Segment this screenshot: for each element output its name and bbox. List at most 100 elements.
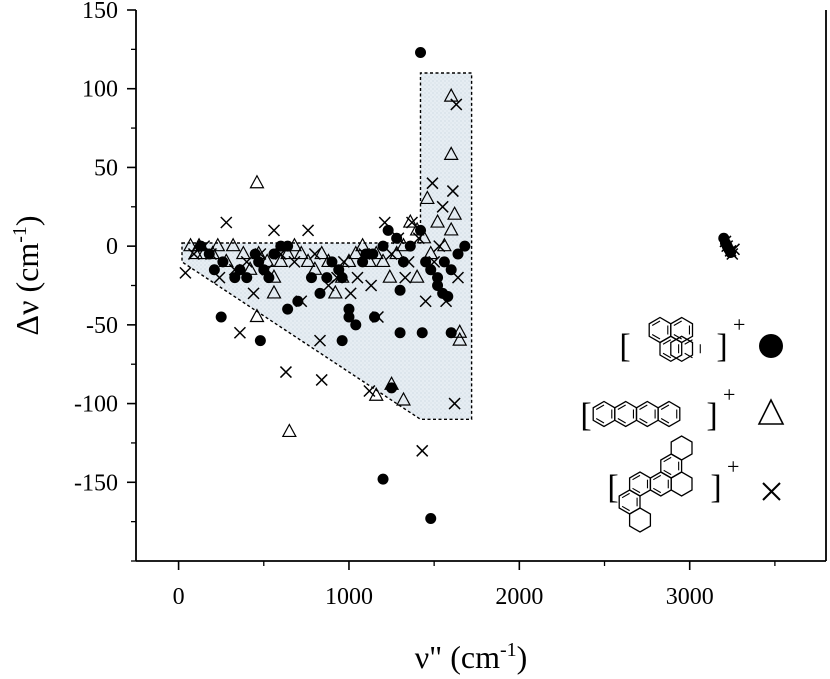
double-bond: [653, 487, 662, 494]
data-point-circle: [452, 248, 464, 260]
double-bond: [617, 404, 626, 410]
legend-marker-triangle: [757, 398, 785, 425]
data-point-cross: [451, 271, 465, 284]
cross-stroke: [213, 271, 226, 284]
data-point-cross: [428, 255, 441, 268]
data-point-circle: [369, 311, 381, 323]
data-point-circle: [415, 47, 427, 59]
double-bond: [651, 334, 661, 340]
data-point-cross: [313, 334, 327, 347]
y-tick-label: 150: [82, 0, 118, 24]
data-point-circle: [432, 272, 444, 284]
data-point-circle: [343, 311, 355, 323]
cross-stroke: [295, 295, 308, 308]
data-point-cross: [179, 266, 192, 279]
data-point-triangle: [409, 268, 425, 283]
data-point-cross: [385, 247, 398, 261]
data-point-triangle: [196, 245, 212, 260]
legend-entry-tetracene: []+: [580, 382, 785, 434]
data-point-cross: [279, 366, 292, 379]
data-point-circle: [437, 287, 449, 299]
cross-stroke: [267, 224, 281, 237]
data-point-circle: [425, 264, 437, 276]
data-point-triangle: [210, 237, 226, 252]
data-point-triangle: [266, 284, 282, 299]
data-point-circle: [377, 473, 389, 485]
data-point-triangle: [443, 221, 459, 236]
data-point-triangle: [384, 376, 400, 390]
axes: 150 100 50 0 -50 -100 -150 0 1000 2000 3000: [74, 0, 827, 610]
legend-entry-pyrene: []+: [619, 312, 783, 365]
legend-bracket: [: [580, 397, 591, 434]
data-point-triangle: [286, 237, 302, 252]
ring: [670, 335, 694, 363]
double-bond: [595, 404, 605, 410]
data-point-cross: [302, 224, 315, 237]
data-point-cross: [448, 397, 461, 410]
data-point-triangle: [280, 245, 296, 260]
cross-stroke: [412, 232, 425, 245]
data-point-triangle: [409, 221, 425, 236]
data-point-triangle: [395, 391, 411, 406]
cross-stroke: [436, 200, 449, 213]
data-point-cross: [440, 295, 453, 308]
series-cross: [179, 98, 741, 457]
double-bond: [617, 418, 626, 424]
data-points: [179, 47, 741, 524]
cross-stroke: [392, 232, 405, 245]
cross-stroke: [433, 240, 446, 253]
data-point-cross: [267, 224, 281, 237]
cross-stroke: [371, 310, 384, 324]
data-point-triangle: [382, 268, 398, 283]
cross-stroke: [358, 247, 371, 261]
y-tick-label: 100: [82, 77, 118, 103]
legend-charge: +: [727, 454, 739, 479]
axis-labels: ν" (cm-1) Δν (cm-1): [9, 215, 527, 675]
data-point-triangle: [225, 237, 241, 252]
data-point-circle: [229, 272, 241, 284]
legend-bracket: [: [619, 328, 630, 365]
cross-stroke: [448, 397, 461, 410]
cross-stroke: [254, 247, 267, 261]
cross-stroke: [440, 295, 453, 308]
data-point-cross: [727, 243, 741, 256]
legend: []+[]+[]+: [580, 312, 785, 533]
double-bond: [663, 469, 672, 476]
data-point-cross: [254, 247, 267, 261]
cross-stroke: [419, 295, 432, 308]
x-tick-label: 0: [173, 584, 185, 610]
legend-charge: +: [723, 382, 735, 407]
data-point-triangle: [348, 245, 364, 260]
x-tick-label: 1000: [325, 584, 373, 610]
double-bond: [632, 474, 641, 481]
cross-stroke: [187, 247, 200, 261]
legend-bracket: [: [607, 469, 618, 506]
cross-stroke: [308, 247, 321, 261]
cross-stroke: [450, 98, 463, 111]
data-point-cross: [344, 287, 357, 300]
cross-stroke: [279, 366, 292, 379]
data-point-cross: [233, 326, 246, 339]
cross-stroke: [451, 271, 465, 284]
cross-stroke: [247, 287, 260, 300]
data-point-cross: [187, 247, 200, 261]
cross-stroke: [363, 384, 376, 398]
ring: [659, 335, 683, 363]
data-point-cross: [213, 271, 226, 284]
cross-stroke: [385, 247, 398, 261]
data-point-triangle: [452, 331, 468, 346]
legend-marker-circle: [759, 334, 783, 358]
legend-entry-benzo-fused: []+: [607, 435, 781, 533]
data-point-circle: [336, 335, 348, 347]
data-point-triangle: [273, 253, 289, 268]
data-point-triangle: [375, 253, 391, 268]
x-tick-label: 3000: [666, 584, 714, 610]
data-point-triangle: [368, 245, 384, 260]
double-bond: [660, 418, 670, 424]
data-point-cross: [436, 200, 449, 213]
cross-stroke: [762, 482, 781, 501]
cross-stroke: [344, 287, 357, 300]
data-point-circle: [391, 232, 403, 244]
data-point-circle: [254, 335, 266, 347]
data-point-triangle: [249, 174, 265, 189]
